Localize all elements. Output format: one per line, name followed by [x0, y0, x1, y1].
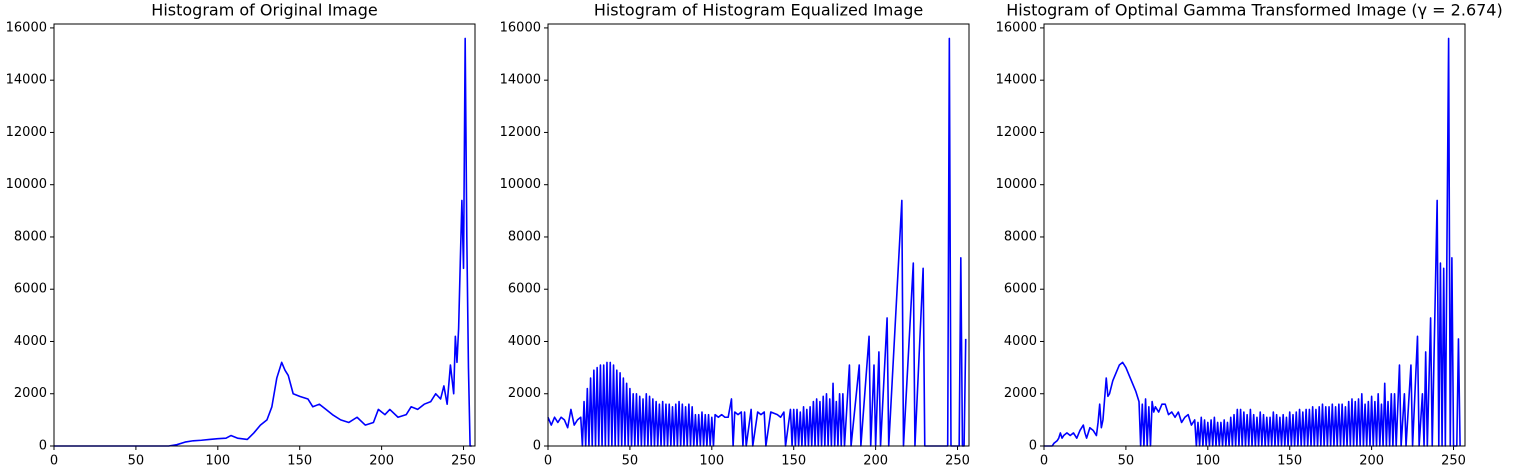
y-tick-label: 6000	[1004, 282, 1037, 297]
x-tick-label: 200	[1359, 454, 1384, 469]
x-tick-label: 100	[699, 454, 724, 469]
y-tick-label: 12000	[6, 125, 47, 140]
histogram-line	[1044, 37, 1461, 447]
histogram-line	[547, 37, 967, 447]
y-tick-label: 4000	[14, 334, 47, 349]
y-tick-label: 10000	[500, 177, 541, 192]
y-tick-label: 10000	[996, 177, 1037, 192]
x-tick-label: 50	[1118, 454, 1135, 469]
x-tick-label: 250	[451, 454, 476, 469]
y-tick-label: 16000	[6, 20, 47, 35]
y-tick-label: 6000	[508, 282, 541, 297]
histogram-line	[54, 37, 472, 447]
y-tick-label: 10000	[6, 177, 47, 192]
chart-title: Histogram of Original Image	[151, 1, 377, 20]
x-tick-label: 250	[1441, 454, 1466, 469]
y-tick-label: 12000	[500, 125, 541, 140]
y-tick-label: 14000	[6, 73, 47, 88]
y-tick-label: 14000	[500, 73, 541, 88]
plot-frame	[53, 23, 476, 447]
y-tick-label: 0	[533, 439, 541, 454]
x-tick-label: 250	[945, 454, 970, 469]
y-tick-label: 0	[39, 439, 47, 454]
x-tick-label: 0	[544, 454, 552, 469]
x-tick-label: 150	[1277, 454, 1302, 469]
plot-frame	[547, 23, 970, 447]
y-tick-label: 16000	[500, 20, 541, 35]
x-tick-label: 100	[1195, 454, 1220, 469]
y-tick-label: 2000	[14, 386, 47, 401]
y-tick-label: 8000	[1004, 229, 1037, 244]
y-tick-label: 8000	[508, 229, 541, 244]
x-tick-label: 200	[369, 454, 394, 469]
chart-title: Histogram of Optimal Gamma Transformed I…	[1006, 1, 1502, 20]
y-tick-label: 0	[1029, 439, 1037, 454]
y-tick-label: 8000	[14, 229, 47, 244]
y-tick-label: 2000	[1004, 386, 1037, 401]
y-tick-label: 14000	[996, 73, 1037, 88]
y-tick-label: 16000	[996, 20, 1037, 35]
y-tick-label: 12000	[996, 125, 1037, 140]
x-tick-label: 150	[287, 454, 312, 469]
x-tick-label: 100	[205, 454, 230, 469]
x-tick-label: 0	[50, 454, 58, 469]
x-tick-label: 0	[1040, 454, 1048, 469]
y-tick-label: 4000	[508, 334, 541, 349]
y-tick-label: 4000	[1004, 334, 1037, 349]
x-tick-label: 150	[781, 454, 806, 469]
y-tick-label: 6000	[14, 282, 47, 297]
plot-frame	[1043, 23, 1466, 447]
y-tick-label: 2000	[508, 386, 541, 401]
x-tick-label: 50	[622, 454, 639, 469]
x-tick-label: 50	[128, 454, 145, 469]
x-tick-label: 200	[863, 454, 888, 469]
chart-title: Histogram of Histogram Equalized Image	[594, 1, 923, 20]
